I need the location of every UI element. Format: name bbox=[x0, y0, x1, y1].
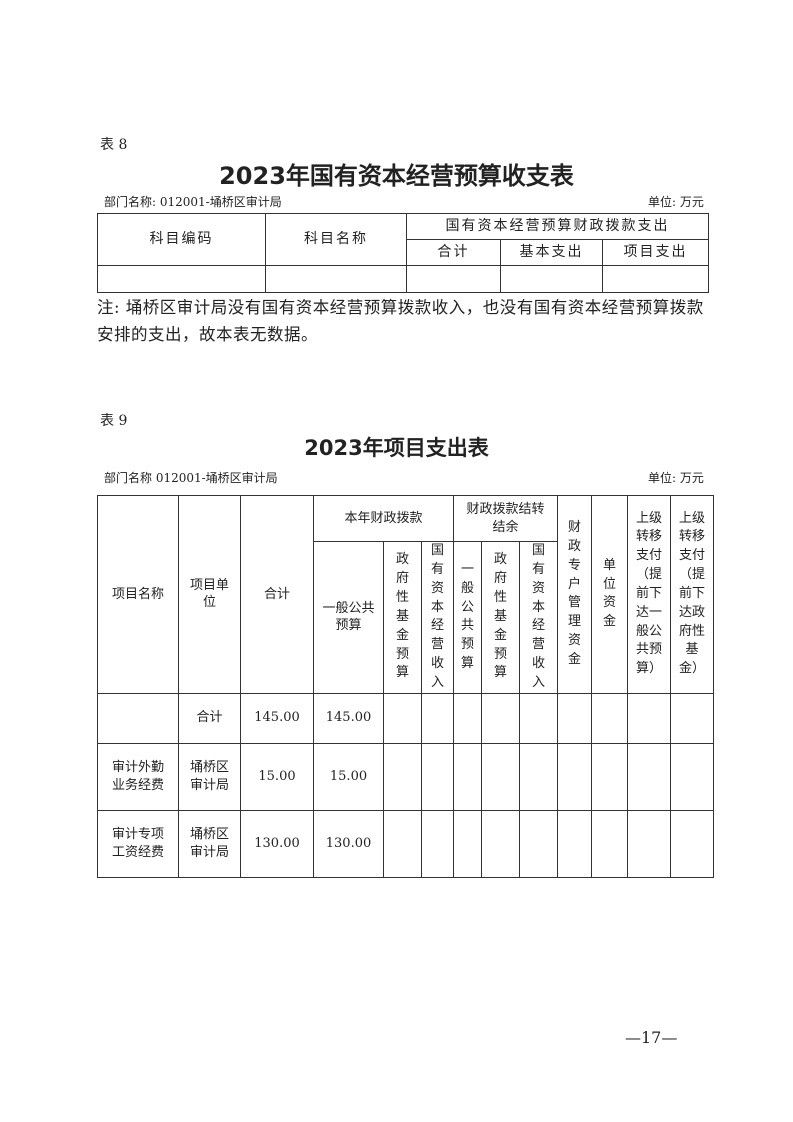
table9-title: 2023年项目支出表 bbox=[304, 436, 489, 460]
table-row: 合计 145.00 145.00 bbox=[97, 692, 715, 744]
header-carry-gov-fund: 政府性基金预算 bbox=[481, 541, 521, 694]
cell-general: 145.00 bbox=[313, 692, 384, 744]
header-project: 项目支出 bbox=[602, 239, 709, 266]
header-carry-group: 财政拨款结转结余 bbox=[453, 495, 559, 542]
header-carry-general: 一般公共预算 bbox=[453, 541, 483, 694]
cell-total: 145.00 bbox=[240, 692, 314, 744]
header-total: 合计 bbox=[406, 239, 501, 266]
table8-unit: 单位: 万元 bbox=[648, 195, 704, 209]
cell-total: 130.00 bbox=[240, 809, 314, 878]
header-project-unit: 项目单位 bbox=[178, 495, 241, 694]
table8-department: 部门名称: 012001-埇桥区审计局 bbox=[104, 195, 282, 209]
cell-name bbox=[97, 692, 179, 744]
cell-unit: 合计 bbox=[178, 692, 241, 744]
table9-department: 部门名称 012001-埇桥区审计局 bbox=[104, 471, 278, 485]
table9: 项目名称 项目单位 合计 本年财政拨款 财政拨款结转结余 财政专户管理资金 单位… bbox=[97, 495, 715, 878]
cell-name: 审计外勤业务经费 bbox=[97, 742, 179, 811]
header-unit-funds: 单位资金 bbox=[591, 495, 629, 694]
table-row: 审计专项工资经费 埇桥区审计局 130.00 130.00 bbox=[97, 809, 715, 878]
header-transfer-general: 上级转移支付（提前下达一般公共预算） bbox=[627, 495, 672, 694]
header-group: 国有资本经营预算财政拨款支出 bbox=[406, 213, 709, 240]
table8-note: 注: 埇桥区审计局没有国有资本经营预算拨款收入，也没有国有资本经营预算拨款安排的… bbox=[97, 298, 704, 344]
table8-title: 2023年国有资本经营预算收支表 bbox=[219, 162, 574, 190]
header-total: 合计 bbox=[240, 495, 314, 694]
header-transfer-gov-fund: 上级转移支付（提前下达政府性基金） bbox=[670, 495, 715, 694]
header-general: 一般公共预算 bbox=[313, 541, 384, 694]
cell-unit: 埇桥区审计局 bbox=[178, 742, 241, 811]
header-name: 科目名称 bbox=[265, 213, 407, 266]
table8: 科目编码 科目名称 国有资本经营预算财政拨款支出 合计 基本支出 项目支出 bbox=[97, 213, 709, 293]
header-gov-fund: 政府性基金预算 bbox=[383, 541, 422, 694]
header-basic: 基本支出 bbox=[500, 239, 603, 266]
page-number: —17— bbox=[625, 1028, 678, 1047]
header-current-group: 本年财政拨款 bbox=[312, 495, 455, 542]
cell-name: 审计专项工资经费 bbox=[97, 809, 179, 878]
header-state-capital: 国有资本经营收入 bbox=[420, 541, 455, 694]
cell-unit: 埇桥区审计局 bbox=[178, 809, 241, 878]
cell-general: 130.00 bbox=[313, 809, 384, 878]
header-project-name: 项目名称 bbox=[97, 495, 179, 694]
table-row bbox=[97, 265, 709, 293]
table9-label: 表 9 bbox=[100, 413, 128, 429]
header-carry-state-capital: 国有资本经营收入 bbox=[519, 541, 559, 694]
header-code: 科目编码 bbox=[97, 213, 266, 266]
table8-label: 表 8 bbox=[100, 137, 128, 153]
header-special-account: 财政专户管理资金 bbox=[557, 495, 593, 694]
table-row: 审计外勤业务经费 埇桥区审计局 15.00 15.00 bbox=[97, 742, 715, 811]
cell-general: 15.00 bbox=[313, 742, 384, 811]
table9-unit: 单位: 万元 bbox=[648, 471, 704, 485]
cell-total: 15.00 bbox=[240, 742, 314, 811]
